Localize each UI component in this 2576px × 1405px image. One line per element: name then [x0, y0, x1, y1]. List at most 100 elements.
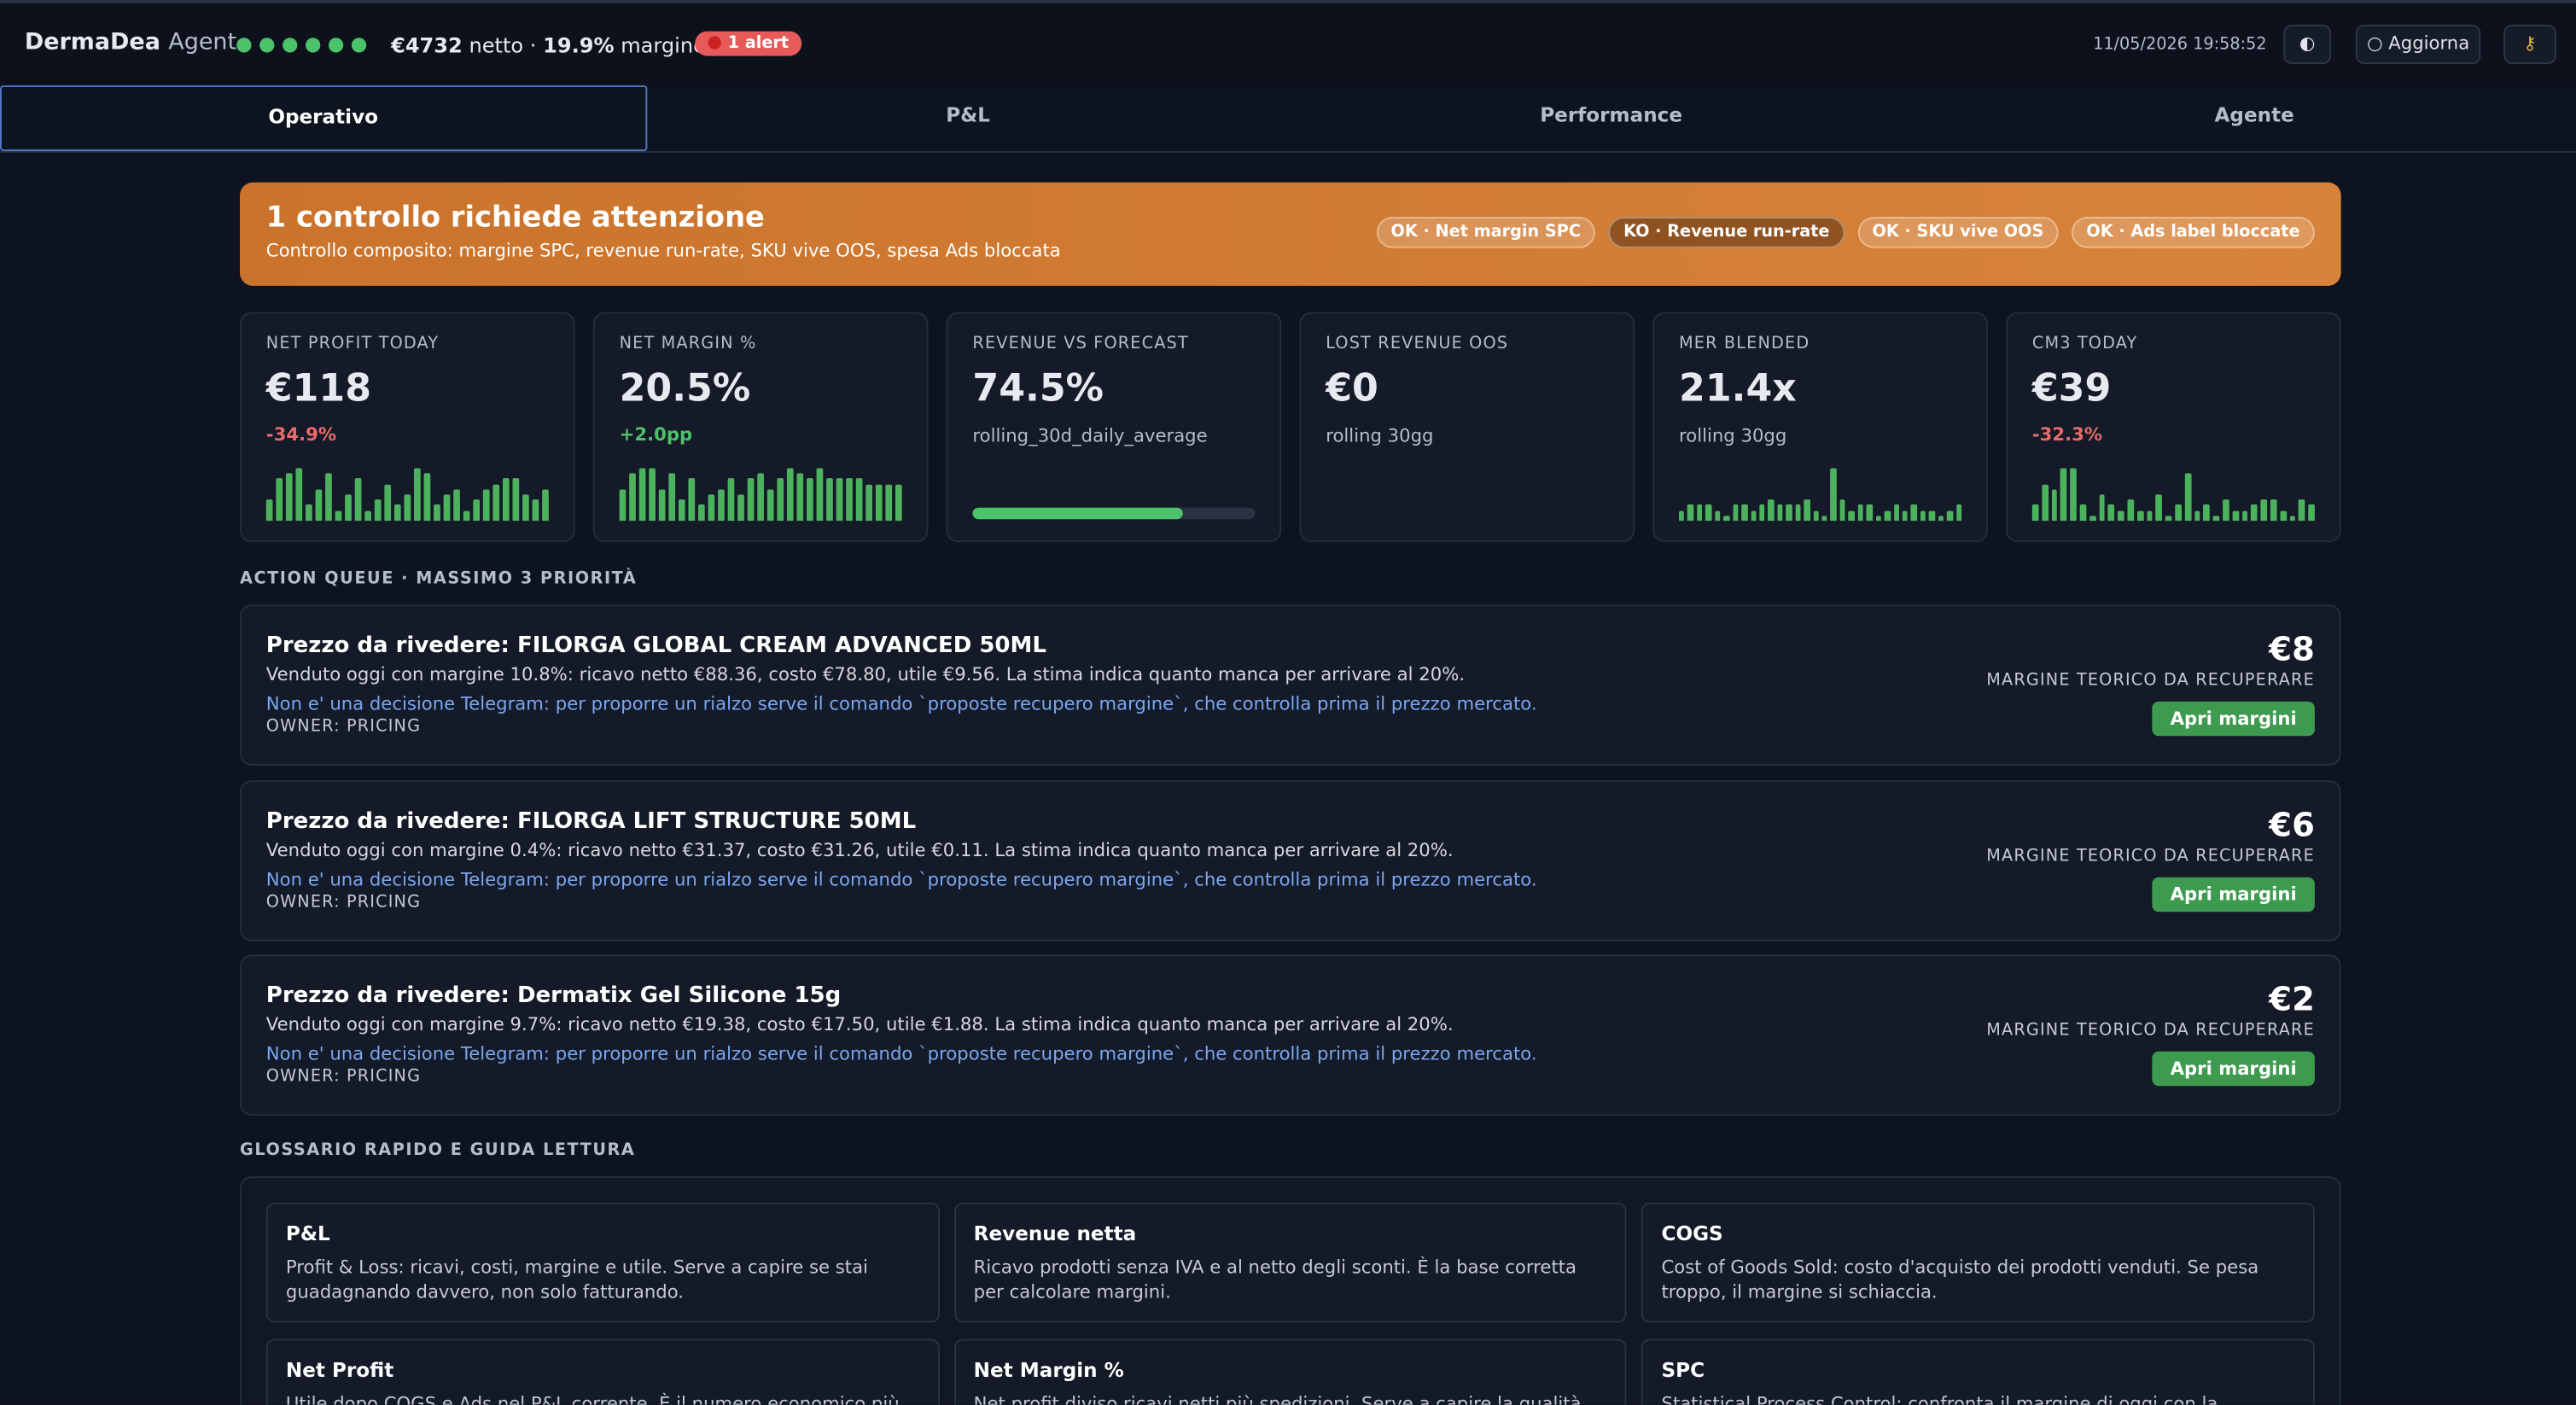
action-button[interactable]: Apri margini	[2152, 877, 2315, 912]
spark-bar	[285, 473, 293, 522]
spark-bar	[2108, 504, 2115, 522]
glossary-text: Net profit diviso ricavi netti più spedi…	[973, 1393, 1582, 1405]
spark-bar	[404, 494, 411, 522]
kpi-label: REVENUE VS FORECAST	[972, 335, 1189, 353]
spark-bar	[708, 494, 715, 522]
check-pill: OK · SKU vive OOS	[1857, 217, 2059, 248]
spark-bar	[649, 468, 656, 522]
spark-bar	[453, 489, 460, 522]
spark-bar	[443, 494, 451, 522]
kpi-delta: -34.9%	[265, 423, 337, 446]
spark-bar	[2098, 494, 2106, 522]
spark-bar	[619, 489, 627, 522]
glossary-term: Net Profit	[285, 1358, 394, 1382]
action-amount: €6	[2269, 805, 2315, 845]
banner-subtitle: Controllo composito: margine SPC, revenu…	[265, 240, 1061, 262]
spark-bar	[1884, 510, 1891, 522]
spark-bar	[2031, 504, 2039, 522]
kpi-card: CM3 TODAY €39 -32.3%	[2006, 312, 2341, 543]
spark-bar	[2212, 515, 2220, 522]
spark-bar	[2146, 510, 2153, 522]
glossary-card: Net Profit Utile dopo COGS e Ads nel P&L …	[265, 1338, 940, 1405]
tab[interactable]: Performance	[1540, 103, 1683, 127]
section-title: ACTION QUEUE · MASSIMO 3 PRIORITÀ	[240, 569, 638, 589]
refresh-button[interactable]: ○ Aggiorna	[2356, 24, 2481, 65]
spark-bar	[865, 484, 873, 522]
spark-bar	[325, 473, 332, 522]
spark-bar	[1929, 510, 1935, 522]
alert-banner: 1 controllo richiede attenzione Controll…	[240, 182, 2341, 286]
action-button[interactable]: Apri margini	[2152, 701, 2315, 737]
action-button[interactable]: Apri margini	[2152, 1051, 2315, 1087]
spark-bar	[542, 489, 549, 522]
spark-bar	[737, 494, 744, 522]
spark-bar	[364, 510, 371, 522]
spark-bar	[766, 489, 774, 522]
kpi-card: LOST REVENUE OOS €0 rolling 30gg	[1299, 312, 1635, 543]
spark-bar	[2241, 510, 2248, 522]
spark-bar	[796, 473, 804, 522]
spark-bar	[826, 478, 833, 522]
net-value: €4732	[391, 32, 463, 58]
spark-bar	[335, 510, 342, 522]
spark-bar	[777, 478, 784, 522]
spark-bar	[727, 478, 735, 522]
action-desc: Venduto oggi con margine 10.8%: ricavo n…	[265, 663, 1466, 685]
spark-bar	[668, 473, 676, 522]
action-amount: €8	[2269, 629, 2315, 669]
action-item: Prezzo da rivedere: FILORGA LIFT STRUCTU…	[240, 780, 2341, 942]
glossary-term: Revenue netta	[973, 1221, 1137, 1245]
spark-bar	[2042, 484, 2049, 522]
check-pill: OK · Net margin SPC	[1376, 217, 1596, 248]
action-item: Prezzo da rivedere: Dermatix Gel Silicon…	[240, 954, 2341, 1116]
spark-bar	[522, 494, 529, 522]
action-amount-label: MARGINE TEORICO DA RECUPERARE	[1986, 1022, 2315, 1041]
spark-bar	[492, 484, 500, 522]
top-bar: DermaDea Agent €4732 netto · 19.9% margi…	[0, 0, 2576, 86]
alert-badge[interactable]: 1 alert	[695, 31, 802, 56]
spark-bar	[2270, 499, 2277, 522]
spark-bar	[2165, 515, 2172, 522]
spark-bar	[2222, 499, 2229, 522]
action-title: Prezzo da rivedere: Dermatix Gel Silicon…	[265, 982, 842, 1009]
glossary-card: COGS Cost of Goods Sold: costo d'acquisto…	[1641, 1202, 2315, 1323]
glossary-card: SPC Statistical Process Control: confront…	[1641, 1338, 2315, 1405]
spark-bar	[2299, 499, 2305, 522]
spark-bar	[1759, 504, 1765, 522]
spark-bar	[1723, 515, 1729, 522]
spark-bar	[532, 499, 539, 522]
kpi-value: €39	[2031, 368, 2112, 411]
spark-bar	[423, 473, 431, 522]
spark-bar	[434, 504, 440, 522]
spark-bar	[512, 478, 520, 522]
spark-bar	[697, 504, 705, 522]
spark-bar	[2060, 468, 2067, 522]
spark-bar	[2308, 504, 2315, 522]
kpi-value: 74.5%	[972, 368, 1104, 411]
kpi-row: NET PROFIT TODAY €118 -34.9% NET MARGIN % 20…	[240, 312, 2341, 543]
brand-name: DermaDea	[24, 29, 160, 56]
spark-bar	[875, 484, 883, 522]
spark-bar	[2127, 499, 2134, 522]
spark-bar	[658, 489, 666, 522]
glossary-term: COGS	[1661, 1221, 1723, 1245]
spark-bar	[678, 499, 685, 522]
key-button[interactable]: ⚷	[2503, 24, 2556, 65]
glossary-text: Cost of Goods Sold: costo d'acquisto dei…	[1661, 1256, 2259, 1303]
spark-bar	[855, 478, 863, 522]
tab[interactable]: P&L	[946, 103, 991, 127]
spark-bar	[276, 478, 283, 522]
spark-bar	[1875, 515, 1881, 522]
spark-bar	[2279, 510, 2287, 522]
action-note: Non e' una decisione Telegram: per propo…	[265, 693, 1537, 715]
tab[interactable]: Agente	[2214, 103, 2294, 127]
spark-bar	[2118, 510, 2124, 522]
tab[interactable]: Operativo	[0, 85, 647, 152]
spark-bar	[1795, 504, 1801, 522]
spark-bar	[807, 478, 813, 522]
theme-toggle[interactable]: ◐	[2283, 24, 2332, 65]
action-item: Prezzo da rivedere: FILORGA GLOBAL CREAM…	[240, 604, 2341, 766]
kpi-value: 21.4x	[1679, 368, 1797, 411]
kpi-card: NET MARGIN % 20.5% +2.0pp	[592, 312, 929, 543]
